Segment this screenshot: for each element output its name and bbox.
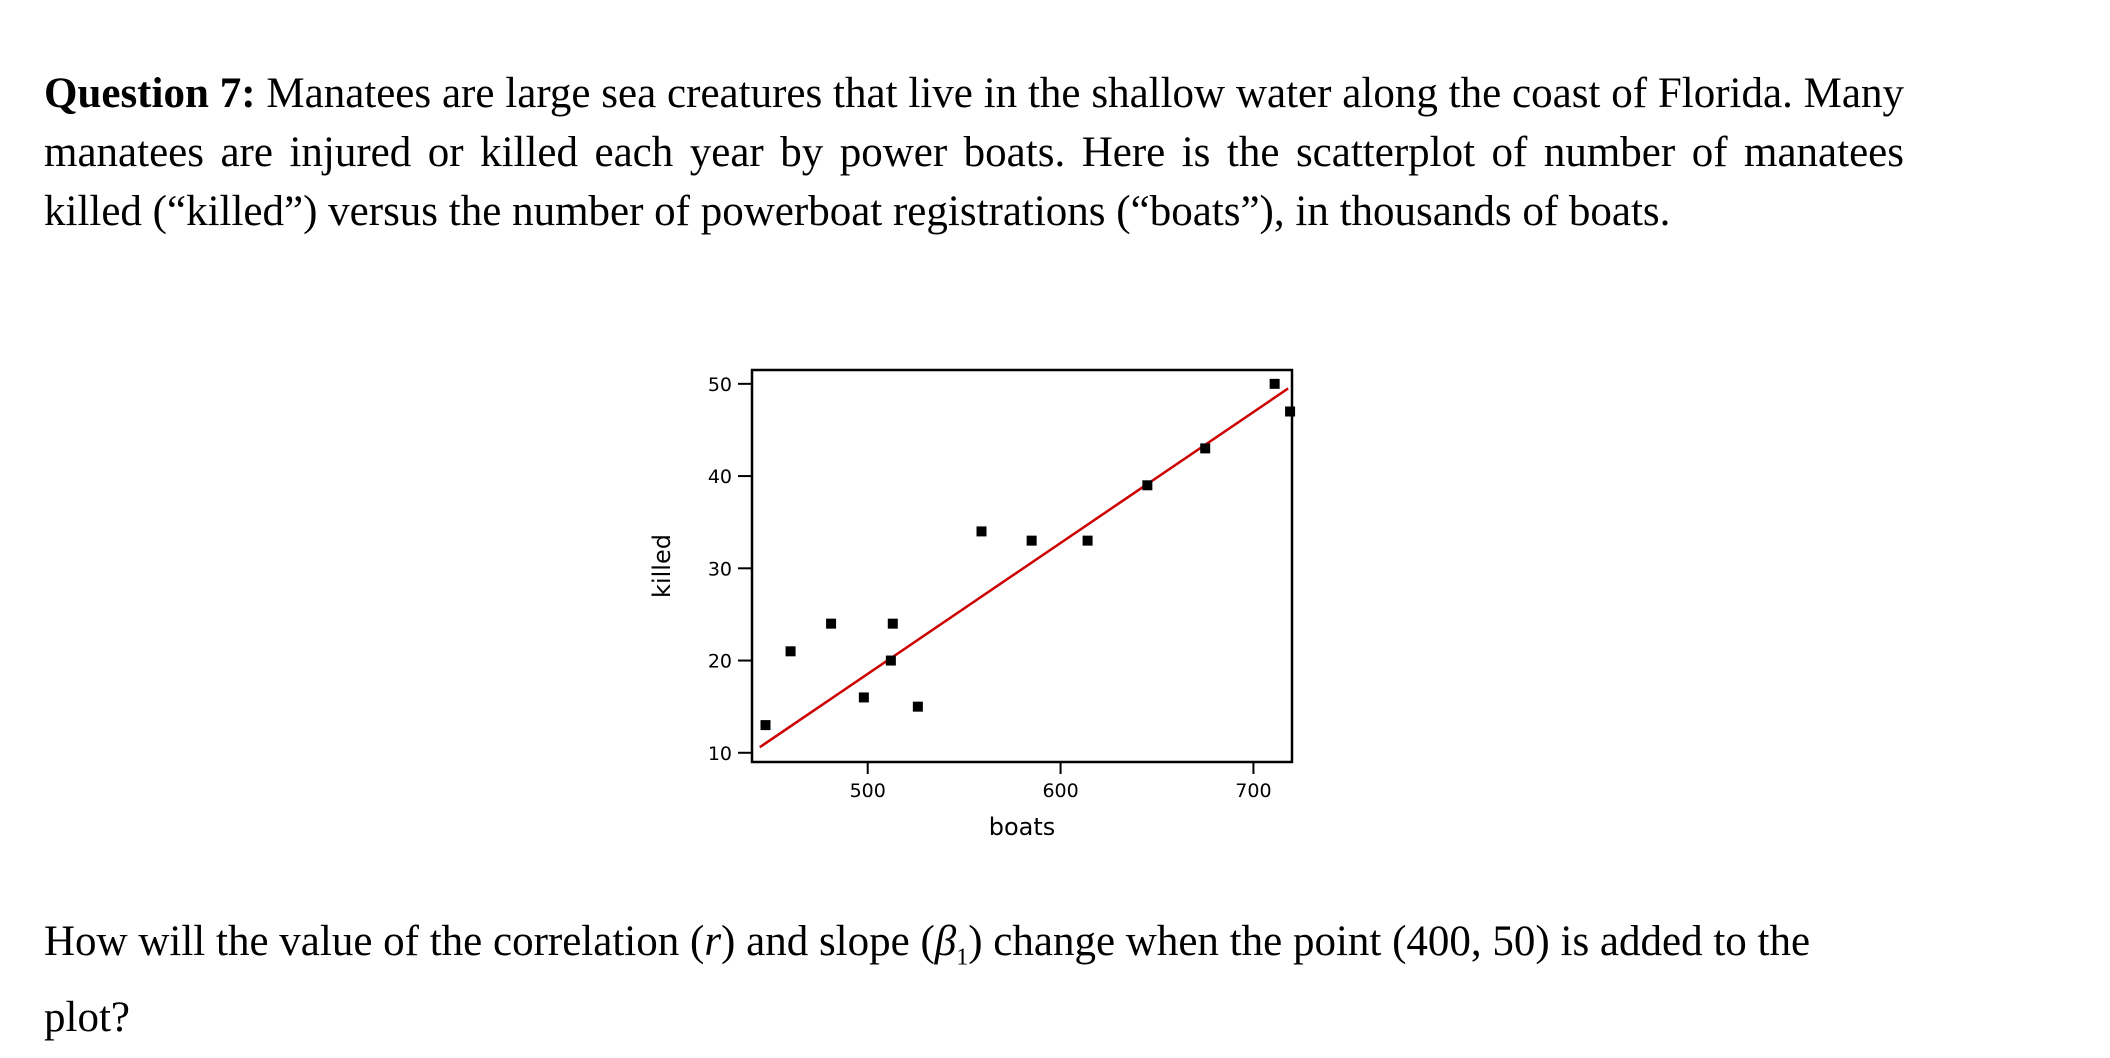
question-text-start: How will the value of the correlation ( <box>44 918 705 965</box>
x-axis-label: boats <box>989 813 1056 841</box>
x-tick-label: 500 <box>850 780 886 802</box>
y-tick-label: 10 <box>708 743 732 765</box>
data-point <box>1142 480 1153 491</box>
scatterplot-chart: 10 20 30 40 50 500 600 700 boats killed <box>648 368 1296 841</box>
data-point <box>976 526 987 537</box>
question-intro-text: Manatees are large sea creatures that li… <box>44 70 1905 235</box>
y-tick-label: 20 <box>708 651 732 673</box>
x-tick-label: 700 <box>1235 780 1271 802</box>
data-point <box>1269 378 1280 389</box>
y-tick-label: 30 <box>708 558 732 580</box>
y-tick-label: 50 <box>708 374 732 396</box>
data-point <box>887 618 898 629</box>
data-point <box>826 618 837 629</box>
y-axis-label: killed <box>648 534 676 598</box>
regression-line <box>759 387 1289 749</box>
question-text-mid: ) and slope ( <box>721 918 935 965</box>
x-tick-label: 600 <box>1042 780 1078 802</box>
data-point <box>885 655 896 666</box>
question-text-end: ) change when the point (400, 50) is add… <box>44 918 1811 1041</box>
slope-subscript: 1 <box>956 944 969 971</box>
data-point <box>1082 535 1093 546</box>
data-point <box>858 692 869 703</box>
data-point <box>785 646 796 657</box>
question-label: Question 7: <box>44 70 256 117</box>
correlation-symbol: r <box>704 918 722 965</box>
data-point <box>1026 535 1037 546</box>
data-point <box>912 701 923 712</box>
question-intro-paragraph: Question 7: Manatees are large sea creat… <box>44 64 1904 241</box>
data-point <box>1285 406 1296 417</box>
question-paragraph: How will the value of the correlation (r… <box>44 912 1904 1047</box>
plot-frame <box>750 368 1294 764</box>
data-point <box>760 720 771 731</box>
plot-layer: 10 20 30 40 50 500 600 700 boats killed <box>648 368 1296 841</box>
slope-symbol: β <box>934 918 957 965</box>
y-tick-label: 40 <box>708 466 732 488</box>
data-point <box>1200 443 1211 454</box>
